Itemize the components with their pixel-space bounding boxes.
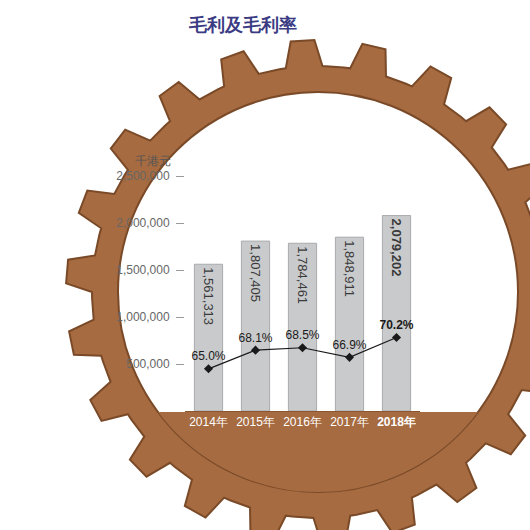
svg-text:千港元: 千港元	[135, 154, 171, 168]
svg-text:1,848,911: 1,848,911	[342, 240, 357, 297]
svg-text:2,079,202: 2,079,202	[389, 219, 404, 277]
svg-text:1,807,405: 1,807,405	[248, 244, 263, 302]
svg-text:70.2%: 70.2%	[379, 318, 413, 332]
svg-text:68.5%: 68.5%	[285, 328, 319, 342]
svg-text:2018年: 2018年	[377, 415, 416, 429]
svg-text:1,500,000: 1,500,000	[116, 263, 170, 277]
svg-text:毛利及毛利率: 毛利及毛利率	[188, 14, 297, 35]
svg-text:2,000,000: 2,000,000	[116, 216, 170, 230]
svg-text:500,000: 500,000	[126, 357, 170, 371]
svg-text:66.9%: 66.9%	[332, 338, 366, 352]
svg-text:1,000,000: 1,000,000	[116, 310, 170, 324]
svg-text:68.1%: 68.1%	[238, 331, 272, 345]
svg-text:65.0%: 65.0%	[191, 349, 225, 363]
svg-text:1,561,313: 1,561,313	[201, 267, 216, 325]
svg-text:2,500,000: 2,500,000	[116, 169, 170, 183]
svg-text:1,784,461: 1,784,461	[295, 246, 310, 304]
svg-text:2014年: 2014年	[189, 415, 228, 429]
svg-text:2017年: 2017年	[330, 415, 369, 429]
svg-text:2015年: 2015年	[236, 415, 275, 429]
svg-text:2016年: 2016年	[283, 415, 322, 429]
